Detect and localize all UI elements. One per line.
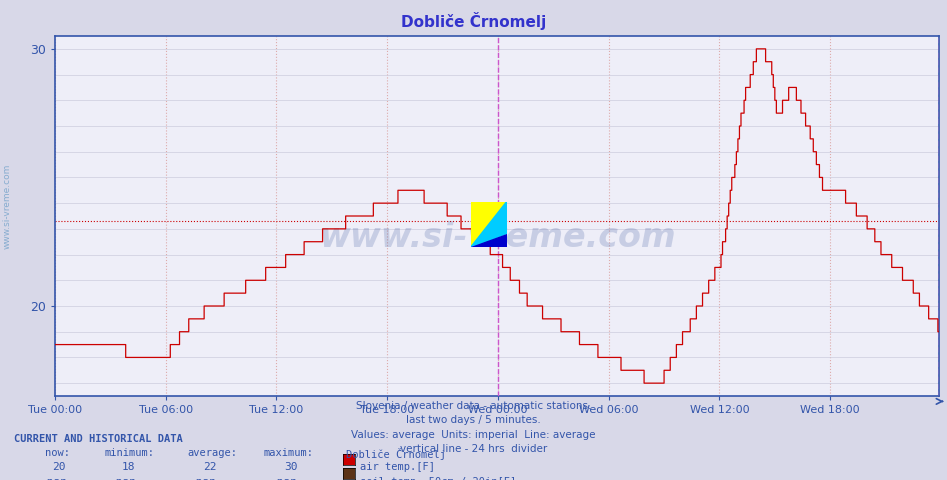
Text: www.si-vreme.com: www.si-vreme.com [319,221,675,254]
Text: -nan: -nan [40,477,67,480]
Text: 22: 22 [204,462,217,472]
Text: 18: 18 [121,462,134,472]
Text: Dobliče Črnomelj: Dobliče Črnomelj [401,12,546,30]
Polygon shape [471,202,507,247]
Text: Values: average  Units: imperial  Line: average: Values: average Units: imperial Line: av… [351,430,596,440]
Text: CURRENT AND HISTORICAL DATA: CURRENT AND HISTORICAL DATA [14,434,183,444]
Text: -nan: -nan [109,477,136,480]
Text: Slovenia / weather data - automatic stations.: Slovenia / weather data - automatic stat… [356,401,591,411]
Text: soil temp. 50cm / 20in[F]: soil temp. 50cm / 20in[F] [360,477,516,480]
Text: 30: 30 [284,462,297,472]
Text: www.si-vreme.com: www.si-vreme.com [3,164,12,249]
Text: average:: average: [188,448,238,458]
Polygon shape [471,234,507,247]
Text: 20: 20 [52,462,65,472]
Text: Dobliče Črnomelj: Dobliče Črnomelj [346,448,446,460]
Text: now:: now: [45,448,70,458]
Polygon shape [471,202,507,247]
Text: maximum:: maximum: [263,448,313,458]
Text: vertical line - 24 hrs  divider: vertical line - 24 hrs divider [400,444,547,454]
Text: minimum:: minimum: [104,448,154,458]
Text: last two days / 5 minutes.: last two days / 5 minutes. [406,415,541,425]
Text: -nan: -nan [270,477,297,480]
Text: -nan: -nan [189,477,217,480]
Text: air temp.[F]: air temp.[F] [360,462,435,472]
